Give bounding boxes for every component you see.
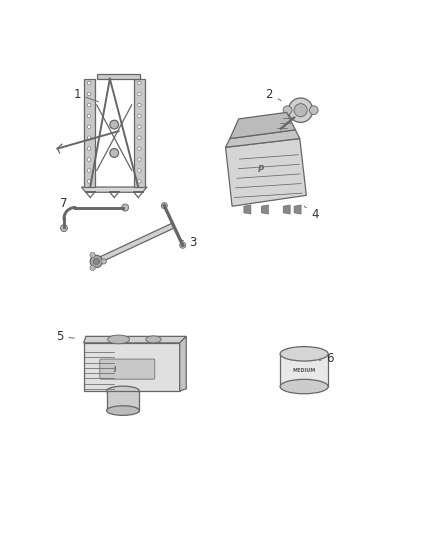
Circle shape <box>180 242 186 248</box>
Circle shape <box>87 158 91 161</box>
Polygon shape <box>280 354 328 386</box>
Circle shape <box>138 125 141 128</box>
Circle shape <box>138 147 141 150</box>
Circle shape <box>87 125 91 128</box>
Text: 3: 3 <box>180 236 197 249</box>
Polygon shape <box>106 391 139 410</box>
Ellipse shape <box>106 386 139 395</box>
Circle shape <box>90 255 102 268</box>
Text: 5: 5 <box>56 330 74 343</box>
Circle shape <box>138 103 141 107</box>
Polygon shape <box>294 205 301 214</box>
Circle shape <box>138 169 141 172</box>
Polygon shape <box>230 112 295 139</box>
Circle shape <box>87 147 91 150</box>
Circle shape <box>138 114 141 118</box>
Circle shape <box>90 253 95 257</box>
Text: P: P <box>258 165 264 174</box>
Circle shape <box>309 106 318 115</box>
Polygon shape <box>134 79 145 187</box>
Circle shape <box>161 203 167 209</box>
Circle shape <box>138 136 141 140</box>
Circle shape <box>87 136 91 140</box>
Circle shape <box>101 259 106 264</box>
Text: 1: 1 <box>73 87 99 102</box>
Polygon shape <box>226 130 300 147</box>
Circle shape <box>110 149 119 157</box>
Text: 4: 4 <box>304 206 319 221</box>
Polygon shape <box>84 343 180 391</box>
Circle shape <box>288 98 313 123</box>
Ellipse shape <box>106 406 139 415</box>
FancyBboxPatch shape <box>100 359 155 379</box>
Polygon shape <box>95 223 175 264</box>
Circle shape <box>138 92 141 96</box>
Polygon shape <box>279 130 284 135</box>
Polygon shape <box>81 187 147 192</box>
Polygon shape <box>261 205 268 214</box>
Polygon shape <box>84 79 95 187</box>
Circle shape <box>87 180 91 183</box>
Polygon shape <box>180 336 186 391</box>
Polygon shape <box>226 139 306 206</box>
Circle shape <box>138 158 141 161</box>
Ellipse shape <box>108 335 130 344</box>
Circle shape <box>87 114 91 118</box>
Circle shape <box>87 92 91 96</box>
Circle shape <box>110 120 119 129</box>
Circle shape <box>138 180 141 183</box>
Polygon shape <box>283 205 290 214</box>
Ellipse shape <box>280 346 328 361</box>
Circle shape <box>87 169 91 172</box>
Circle shape <box>283 106 292 115</box>
Circle shape <box>87 103 91 107</box>
Text: 6: 6 <box>319 352 334 365</box>
Text: 7: 7 <box>60 197 74 209</box>
Circle shape <box>122 204 129 211</box>
Ellipse shape <box>280 379 328 394</box>
Text: 2: 2 <box>265 87 281 101</box>
Circle shape <box>60 224 67 231</box>
Circle shape <box>93 259 99 264</box>
Text: MEDIUM: MEDIUM <box>293 368 316 373</box>
Polygon shape <box>244 205 251 214</box>
Polygon shape <box>97 74 141 79</box>
Circle shape <box>87 82 91 85</box>
Polygon shape <box>84 336 186 343</box>
Ellipse shape <box>146 336 161 343</box>
Circle shape <box>294 103 307 117</box>
Text: J: J <box>113 366 116 372</box>
Circle shape <box>138 82 141 85</box>
Circle shape <box>90 265 95 270</box>
